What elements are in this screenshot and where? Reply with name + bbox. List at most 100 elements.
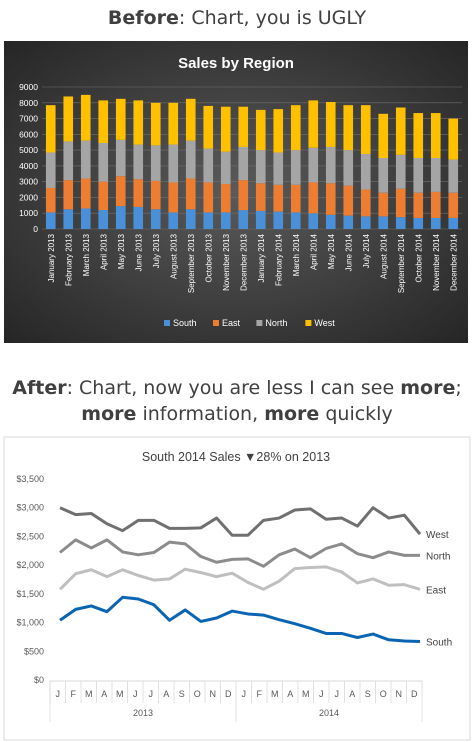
after-heading-line1: After: Chart, now you are less I can see… — [0, 376, 474, 400]
before-bar-east — [308, 182, 319, 214]
before-legend-swatch — [305, 320, 312, 326]
after-heading2-bold-more: more — [264, 403, 320, 425]
after-year-label: 2013 — [133, 708, 153, 718]
after-month-label: J — [56, 689, 61, 699]
before-legend-label: East — [222, 318, 241, 328]
before-ytick-label: 6000 — [19, 129, 38, 139]
after-month-label: A — [349, 689, 355, 699]
after-month-label: A — [163, 689, 169, 699]
after-heading-bold: After — [12, 377, 67, 399]
before-bar-south — [185, 209, 196, 229]
after-month-label: J — [133, 689, 138, 699]
after-chart-title-change: 28% on 2013 — [256, 450, 330, 464]
before-bar-north — [290, 150, 301, 185]
before-legend-label: West — [314, 318, 335, 328]
after-month-label: J — [242, 689, 247, 699]
before-bar-north — [63, 141, 74, 181]
after-heading2-bold: more — [81, 403, 137, 425]
before-bar-south — [325, 214, 336, 229]
before-bar-east — [203, 182, 214, 213]
after-month-label: M — [116, 689, 124, 699]
before-bar-south — [133, 206, 144, 229]
after-heading-end: ; — [455, 377, 462, 399]
before-bar-west — [98, 100, 109, 144]
before-bar-west — [325, 101, 336, 147]
before-bar-west — [150, 102, 161, 146]
before-bar-south — [238, 210, 249, 229]
before-xtick-label: February 2014 — [274, 233, 283, 286]
after-month-label: O — [380, 689, 387, 699]
before-bar-west — [238, 106, 249, 147]
after-ytick-label: $2,000 — [16, 560, 44, 570]
after-heading-bold-more: more — [400, 377, 456, 399]
after-line-south — [59, 595, 421, 644]
after-line-north — [59, 538, 420, 568]
before-bar-north — [448, 159, 459, 193]
before-bar-south — [273, 211, 284, 229]
before-bar-east — [185, 178, 196, 210]
before-bar-north — [413, 158, 424, 193]
after-series-label-west: West — [426, 530, 449, 541]
before-xtick-label: February 2013 — [64, 233, 73, 286]
before-bar-south — [378, 216, 389, 229]
before-bar-west — [220, 106, 231, 152]
before-xtick-label: January 2014 — [257, 233, 266, 282]
before-ytick-label: 7000 — [19, 114, 38, 124]
before-xtick-label: July 2014 — [362, 233, 371, 268]
before-bar-south — [80, 208, 91, 229]
after-series-label-south: South — [426, 638, 452, 649]
before-bar-north — [80, 140, 91, 179]
after-month-label: A — [287, 689, 293, 699]
before-bar-west — [80, 94, 91, 141]
after-month-label: J — [335, 689, 340, 699]
before-xtick-label: October 2013 — [204, 233, 213, 282]
before-xtick-label: August 2013 — [169, 233, 178, 278]
after-ytick-label: $3,500 — [16, 474, 44, 484]
before-bar-north — [343, 150, 354, 186]
before-bar-west — [378, 113, 389, 158]
before-bar-west — [413, 113, 424, 158]
before-ytick-label: 5000 — [19, 145, 38, 155]
before-xtick-label: June 2013 — [134, 233, 143, 271]
before-bar-west — [168, 102, 179, 145]
before-bar-east — [45, 187, 56, 213]
before-ytick-label: 0 — [33, 224, 38, 234]
before-bar-east — [63, 180, 74, 210]
before-xtick-label: January 2013 — [47, 233, 56, 282]
before-bar-north — [168, 144, 179, 183]
before-bar-west — [185, 98, 196, 141]
before-heading-bold: Before — [107, 7, 179, 29]
before-legend-swatch — [213, 320, 219, 326]
before-xtick-label: October 2014 — [414, 233, 423, 282]
before-legend-label: North — [265, 318, 287, 328]
before-xtick-label: December 2014 — [449, 233, 458, 290]
before-xtick-label: March 2013 — [82, 233, 91, 276]
after-ytick-label: $500 — [24, 646, 44, 656]
before-bar-east — [220, 184, 231, 213]
before-bar-north — [308, 147, 319, 183]
after-line-east — [58, 565, 421, 591]
before-bar-north — [378, 158, 389, 193]
before-bar-east — [413, 192, 424, 218]
after-month-label: S — [179, 689, 185, 699]
before-xtick-label: September 2014 — [397, 233, 406, 293]
before-ytick-label: 2000 — [19, 192, 38, 202]
before-bar-west — [395, 107, 406, 155]
before-bar-south — [63, 209, 74, 229]
before-bar-east — [430, 191, 441, 218]
after-ytick-label: $1,500 — [16, 589, 44, 599]
before-ytick-label: 8000 — [19, 98, 38, 108]
before-ytick-label: 3000 — [19, 177, 38, 187]
before-bar-west — [273, 109, 284, 153]
before-xtick-label: August 2014 — [379, 233, 388, 278]
before-bar-west — [343, 105, 354, 151]
after-month-label: N — [396, 689, 403, 699]
before-bar-west — [360, 105, 371, 155]
before-bar-south — [395, 217, 406, 229]
after-month-label: M — [271, 689, 279, 699]
before-bar-east — [133, 179, 144, 207]
after-month-label: N — [210, 689, 217, 699]
after-heading2-mid: information, — [136, 403, 265, 425]
after-year-label: 2014 — [319, 708, 339, 718]
before-bar-north — [273, 152, 284, 185]
